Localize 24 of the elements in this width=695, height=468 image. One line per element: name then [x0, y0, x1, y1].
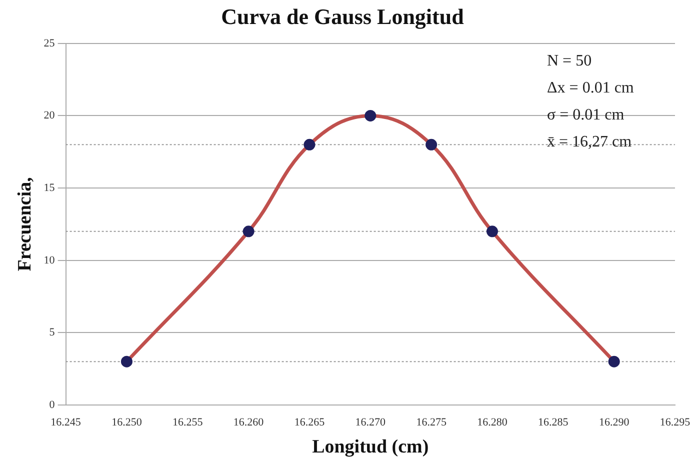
y-tick-label: 10 — [44, 254, 56, 266]
y-tick-label: 5 — [49, 326, 56, 339]
x-tick-label: 16.270 — [355, 416, 386, 428]
x-axis-title: Longitud (cm) — [312, 436, 429, 458]
chart-title: Curva de Gauss Longitud — [221, 4, 464, 29]
annotation: Δx = 0.01 cm — [547, 80, 634, 97]
annotation: N = 50 — [547, 52, 592, 70]
annotation: σ = 0.01 cm — [547, 106, 625, 124]
x-tick-label: 16.245 — [50, 416, 82, 428]
x-tick-label: 16.275 — [416, 416, 447, 428]
x-tick-label: 16.260 — [233, 416, 264, 428]
x-tick-label: 16.280 — [477, 416, 508, 428]
y-tick-label: 0 — [49, 398, 56, 411]
x-tick-label: 16.255 — [172, 416, 204, 428]
y-tick-label: 25 — [44, 37, 56, 50]
y-tick-label: 20 — [44, 110, 56, 122]
y-axis-title: Frecuencia, — [14, 176, 36, 272]
y-tick-label: 15 — [44, 182, 56, 194]
annotation: x̄ = 16,27 cm — [547, 134, 632, 151]
x-tick-label: 16.285 — [538, 416, 569, 428]
x-tick-label: 16.290 — [598, 416, 630, 428]
x-tick-label: 16.265 — [294, 416, 326, 428]
x-tick-label: 16.295 — [660, 416, 691, 428]
x-tick-label: 16.250 — [112, 416, 142, 428]
